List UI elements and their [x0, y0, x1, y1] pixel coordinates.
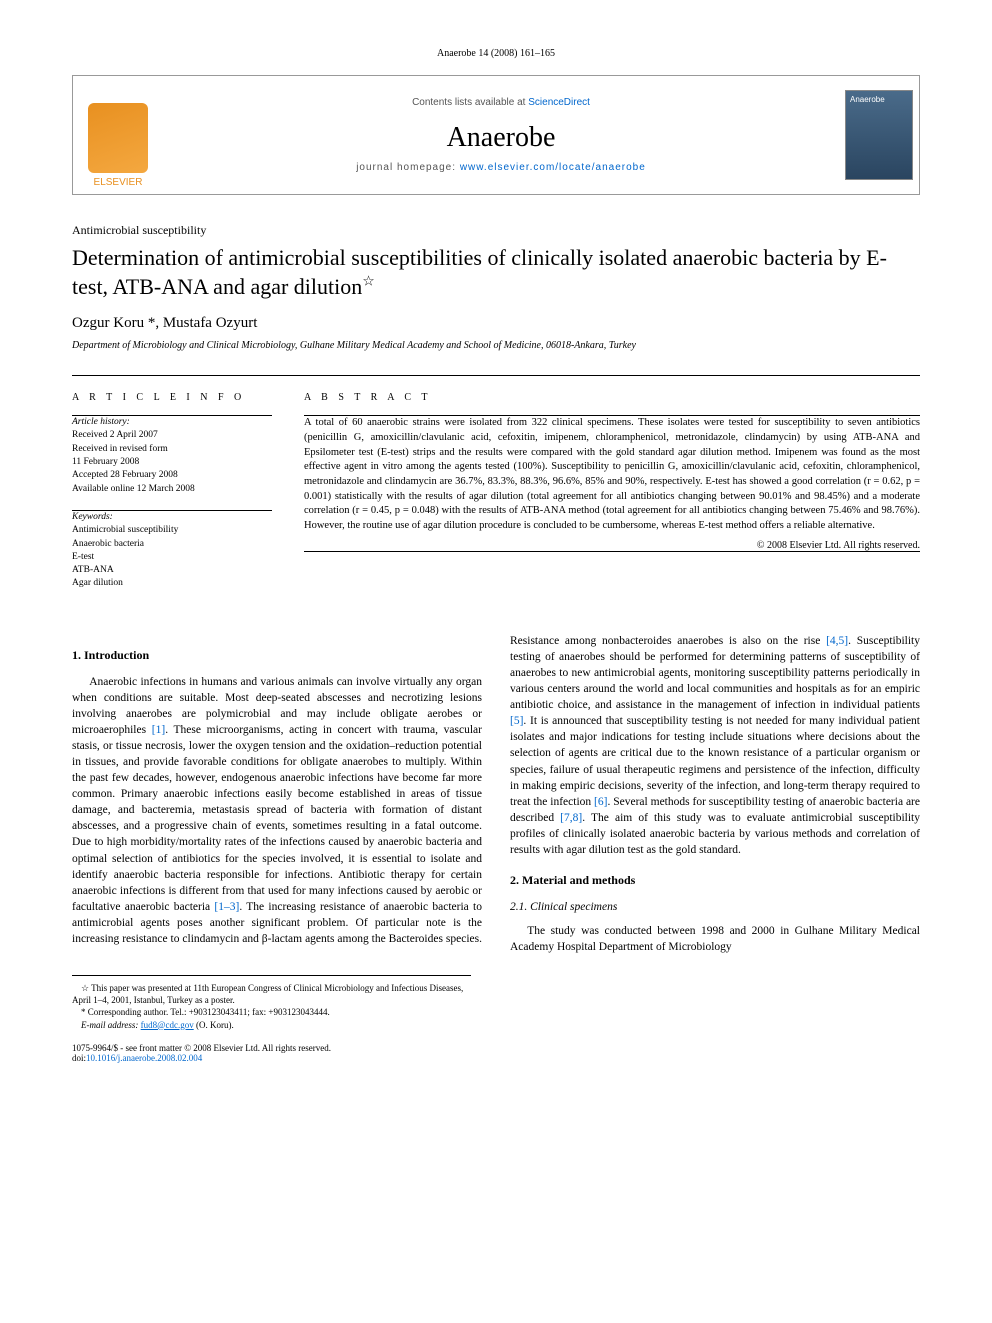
article-history-block: Article history: Received 2 April 2007 R…	[72, 416, 272, 496]
citation-link[interactable]: [1–3]	[214, 901, 239, 913]
abstract-column: A B S T R A C T A total of 60 anaerobic …	[304, 376, 920, 605]
homepage-line: journal homepage: www.elsevier.com/locat…	[163, 162, 839, 173]
footnote-email: E-mail address: fud8@cdc.gov (O. Koru).	[72, 1019, 471, 1031]
keyword: Antimicrobial susceptibility	[72, 524, 272, 537]
keywords-block: Keywords: Antimicrobial susceptibility A…	[72, 511, 272, 591]
history-line: Accepted 28 February 2008	[72, 469, 272, 482]
subsection-heading: 2.1. Clinical specimens	[510, 899, 920, 915]
keywords-label: Keywords:	[72, 511, 272, 524]
elsevier-tree-icon	[88, 103, 148, 173]
contents-prefix: Contents lists available at	[412, 97, 528, 108]
journal-cover-thumbnail: Anaerobe	[845, 90, 913, 180]
footnote-star: ☆ This paper was presented at 11th Europ…	[72, 982, 471, 1006]
sciencedirect-link[interactable]: ScienceDirect	[528, 97, 590, 108]
keyword: ATB-ANA	[72, 564, 272, 577]
journal-center-block: Contents lists available at ScienceDirec…	[163, 76, 839, 194]
copyright-line: 1075-9964/$ - see front matter © 2008 El…	[72, 1043, 920, 1063]
journal-header-box: ELSEVIER Contents lists available at Sci…	[72, 75, 920, 195]
publisher-name: ELSEVIER	[94, 177, 143, 188]
article-info-column: A R T I C L E I N F O Article history: R…	[72, 376, 272, 605]
body-two-column: 1. Introduction Anaerobic infections in …	[72, 633, 920, 955]
title-star: ☆	[362, 274, 375, 289]
history-line: Available online 12 March 2008	[72, 483, 272, 496]
citation-link[interactable]: [5]	[510, 715, 523, 727]
doi-link[interactable]: 10.1016/j.anaerobe.2008.02.004	[86, 1053, 202, 1063]
history-line: 11 February 2008	[72, 456, 272, 469]
citation-link[interactable]: [6]	[594, 796, 607, 808]
homepage-link[interactable]: www.elsevier.com/locate/anaerobe	[460, 162, 646, 173]
info-abstract-row: A R T I C L E I N F O Article history: R…	[72, 376, 920, 605]
footnote-corresponding: * Corresponding author. Tel.: +903123043…	[72, 1006, 471, 1018]
article-info-heading: A R T I C L E I N F O	[72, 392, 272, 403]
keyword: E-test	[72, 551, 272, 564]
running-header: Anaerobe 14 (2008) 161–165	[72, 48, 920, 59]
article-title: Determination of antimicrobial susceptib…	[72, 244, 920, 301]
journal-cover-block: Anaerobe	[839, 76, 919, 194]
authors-line: Ozgur Koru *, Mustafa Ozyurt	[72, 315, 920, 332]
email-label: E-mail address:	[81, 1020, 141, 1030]
cover-label: Anaerobe	[850, 95, 908, 104]
history-line: Received in revised form	[72, 443, 272, 456]
article-section-label: Antimicrobial susceptibility	[72, 223, 920, 238]
citation-link[interactable]: [1]	[152, 724, 165, 736]
journal-name: Anaerobe	[163, 122, 839, 154]
email-suffix: (O. Koru).	[194, 1020, 234, 1030]
homepage-prefix: journal homepage:	[356, 162, 460, 173]
history-line: Received 2 April 2007	[72, 429, 272, 442]
doi-label: doi:	[72, 1053, 86, 1063]
front-matter: 1075-9964/$ - see front matter © 2008 El…	[72, 1043, 331, 1053]
keyword: Agar dilution	[72, 577, 272, 590]
affiliation: Department of Microbiology and Clinical …	[72, 340, 920, 351]
footnotes-block: ☆ This paper was presented at 11th Europ…	[72, 975, 471, 1031]
citation-link[interactable]: [7,8]	[560, 812, 582, 824]
email-link[interactable]: fud8@cdc.gov	[141, 1020, 194, 1030]
body-paragraph: The study was conducted between 1998 and…	[510, 923, 920, 955]
section-heading: 2. Material and methods	[510, 872, 920, 889]
history-label: Article history:	[72, 416, 272, 429]
title-text: Determination of antimicrobial susceptib…	[72, 245, 887, 299]
publisher-logo-block: ELSEVIER	[73, 76, 163, 194]
citation-text: Anaerobe 14 (2008) 161–165	[437, 48, 555, 59]
abstract-copyright: © 2008 Elsevier Ltd. All rights reserved…	[304, 540, 920, 551]
abstract-text: A total of 60 anaerobic strains were iso…	[304, 416, 920, 534]
section-heading: 1. Introduction	[72, 647, 482, 664]
contents-line: Contents lists available at ScienceDirec…	[163, 97, 839, 108]
citation-link[interactable]: [4,5]	[826, 635, 848, 647]
abstract-heading: A B S T R A C T	[304, 392, 920, 403]
rule-abs-bottom	[304, 551, 920, 552]
keyword: Anaerobic bacteria	[72, 538, 272, 551]
